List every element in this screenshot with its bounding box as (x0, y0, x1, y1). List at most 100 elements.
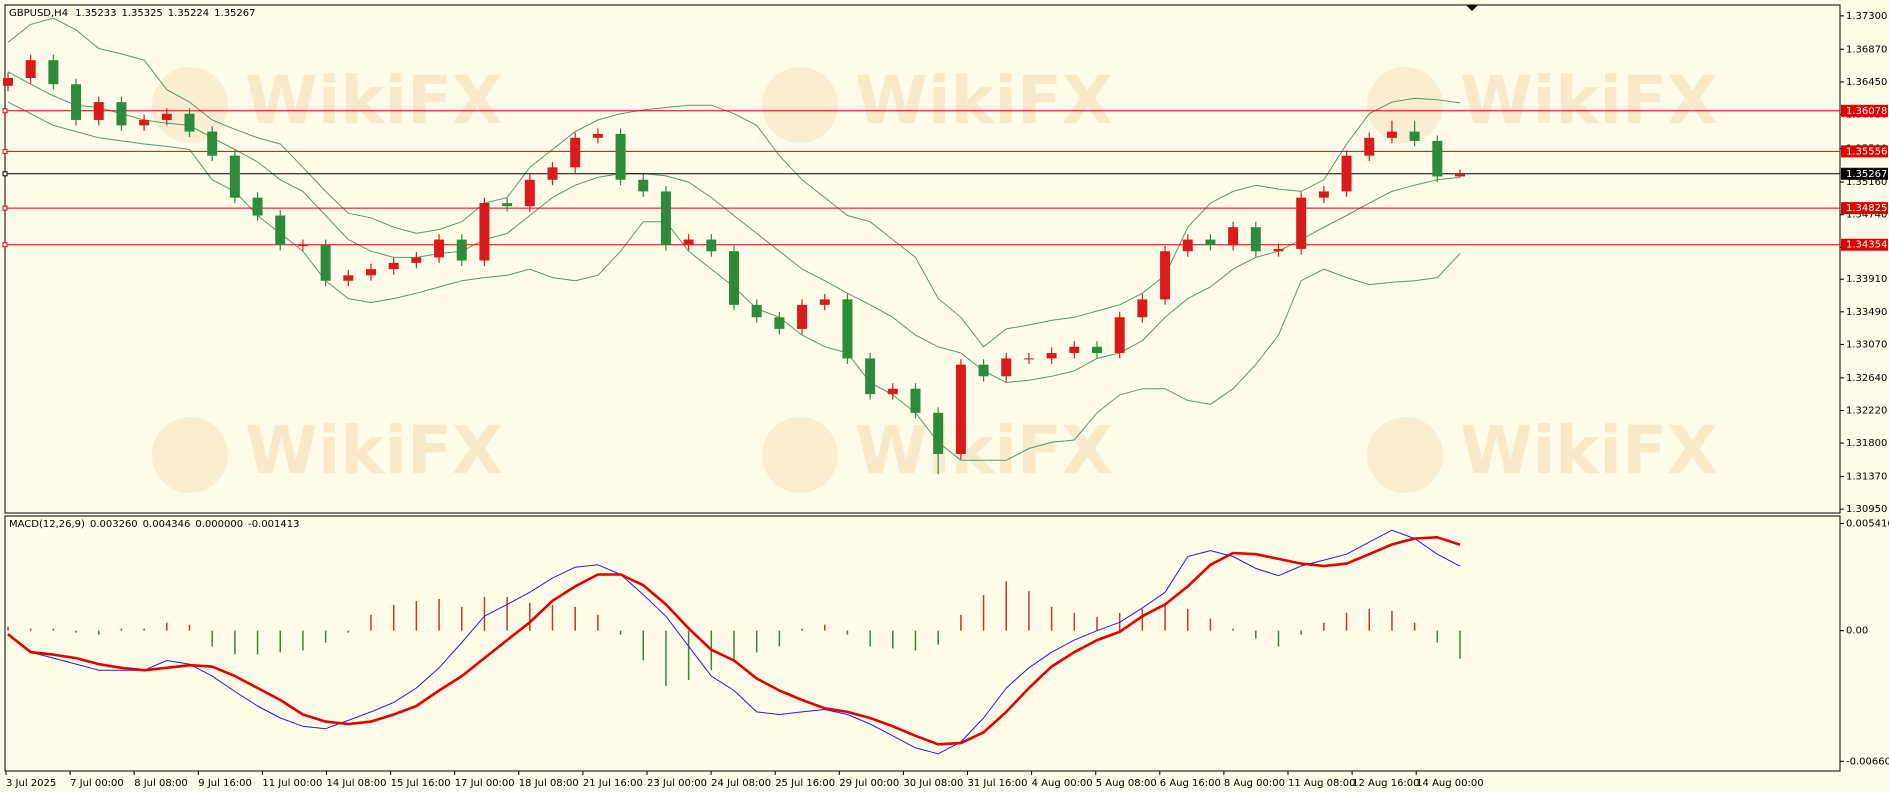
x-tick-label: 25 Jul 16:00 (775, 778, 835, 789)
candle-body (3, 78, 13, 86)
x-tick-label: 11 Jul 00:00 (262, 778, 322, 789)
candle-body (910, 388, 921, 413)
candle-body (524, 179, 535, 207)
candle-body (1364, 137, 1375, 156)
level-label-bg (1841, 145, 1888, 158)
y-tick-label: 1.33910 (1846, 274, 1887, 285)
candle-body (1318, 191, 1329, 198)
y-tick-label: 0.005416 (1846, 519, 1889, 530)
candle-body (320, 245, 331, 281)
x-tick-label: 23 Jul 00:00 (647, 778, 707, 789)
candle-body (388, 262, 399, 270)
x-tick-label: 7 Jul 00:00 (70, 778, 124, 789)
macd-readout: 0.003260 (90, 519, 138, 530)
candle-body (434, 239, 445, 258)
level-anchor (2, 171, 8, 177)
candle-body (638, 179, 649, 192)
x-tick-label: 9 Jul 16:00 (198, 778, 252, 789)
x-tick-label: 11 Aug 08:00 (1288, 778, 1355, 789)
x-tick-label: 17 Jul 00:00 (455, 778, 515, 789)
macd-readout: 0.004346 (143, 519, 191, 530)
x-tick-label: 21 Jul 16:00 (583, 778, 643, 789)
candle-body (751, 304, 762, 318)
low-readout: 1.35224 (168, 8, 209, 19)
candle-body (933, 412, 944, 454)
candle-body (229, 155, 240, 198)
y-tick-label: 1.32220 (1846, 405, 1887, 416)
level-label: 1.34825 (1846, 203, 1887, 214)
watermark-logo (1367, 417, 1443, 493)
candle-body (1296, 197, 1307, 249)
y-tick-label: 1.30950 (1846, 504, 1887, 515)
level-anchor (2, 108, 8, 114)
candle-body (411, 257, 422, 263)
candle-body (1001, 358, 1012, 377)
main-pane (4, 4, 1841, 514)
x-tick-label: 30 Jul 08:00 (903, 778, 963, 789)
level-label-bg (1841, 238, 1888, 251)
candle-body (887, 388, 898, 395)
shift-marker (1466, 5, 1478, 11)
macd-line (7, 536, 1461, 746)
bollinger-band (7, 71, 1461, 384)
y-tick-label: -0.006609 (1846, 756, 1889, 767)
candle-body (297, 245, 308, 247)
x-tick-label: 29 Jul 00:00 (839, 778, 899, 789)
x-tick-label: 5 Aug 08:00 (1096, 778, 1157, 789)
level-anchor (2, 242, 8, 248)
macd-pane (4, 515, 1841, 772)
candle-body (93, 102, 104, 120)
candle-body (366, 269, 376, 276)
candle-body (1228, 227, 1239, 246)
x-tick-label: 8 Aug 00:00 (1224, 778, 1285, 789)
candle-body (1455, 173, 1465, 177)
watermark-logo (762, 417, 838, 493)
watermark: WikiFX (245, 412, 503, 489)
candle-body (660, 191, 671, 246)
level-label-bg (1841, 167, 1888, 180)
level-label-bg (1841, 202, 1888, 215)
candle-body (615, 133, 626, 180)
y-tick-label: 1.35160 (1846, 177, 1887, 188)
high-readout: 1.35325 (121, 8, 162, 19)
watermarks: WikiFX WikiFX WikiFX WikiFX WikiFX WikiFX (152, 62, 1718, 493)
level-label: 1.34354 (1846, 240, 1887, 251)
candle-body (1046, 352, 1057, 359)
candle-body (865, 358, 876, 395)
x-tick-label: 18 Jul 08:00 (519, 778, 579, 789)
candle-body (547, 167, 558, 180)
y-tick-label: 1.37300 (1846, 11, 1887, 22)
candle-body (797, 304, 808, 329)
candle-body (343, 275, 354, 281)
y-tick-label: 1.31800 (1846, 438, 1887, 449)
level-anchor (2, 148, 8, 154)
candle-body (207, 131, 218, 156)
x-tick-label: 4 Aug 00:00 (1032, 778, 1093, 789)
y-tick-label: 1.33490 (1846, 307, 1887, 318)
candle-body (1409, 131, 1420, 141)
macd-line (7, 529, 1461, 755)
candle-body (842, 299, 853, 359)
x-tick-label: 12 Aug 16:00 (1352, 778, 1419, 789)
x-tick-label: 24 Jul 08:00 (711, 778, 771, 789)
candle-body (48, 60, 59, 85)
macd-readout: -0.001413 (248, 519, 299, 530)
macd-title: MACD(12,26,9) (9, 519, 85, 530)
candle-body (1182, 239, 1193, 252)
candle-body (1250, 227, 1261, 252)
symbol: GBPUSD,H4 (9, 8, 68, 19)
x-tick-label: 6 Aug 16:00 (1160, 778, 1221, 789)
x-tick-label: 31 Jul 16:00 (968, 778, 1028, 789)
bollinger-band (7, 17, 1461, 348)
candle-body (161, 113, 172, 120)
y-tick-label: 1.36870 (1846, 44, 1887, 55)
watermark: WikiFX (855, 412, 1113, 489)
candle-body (1205, 239, 1216, 246)
candle-body (1273, 248, 1284, 252)
candle-body (774, 317, 785, 329)
candle-body (1092, 346, 1102, 353)
macd-readout: 0.000000 (195, 519, 243, 530)
watermark-logo (762, 67, 838, 143)
watermark: WikiFX (1460, 62, 1718, 139)
